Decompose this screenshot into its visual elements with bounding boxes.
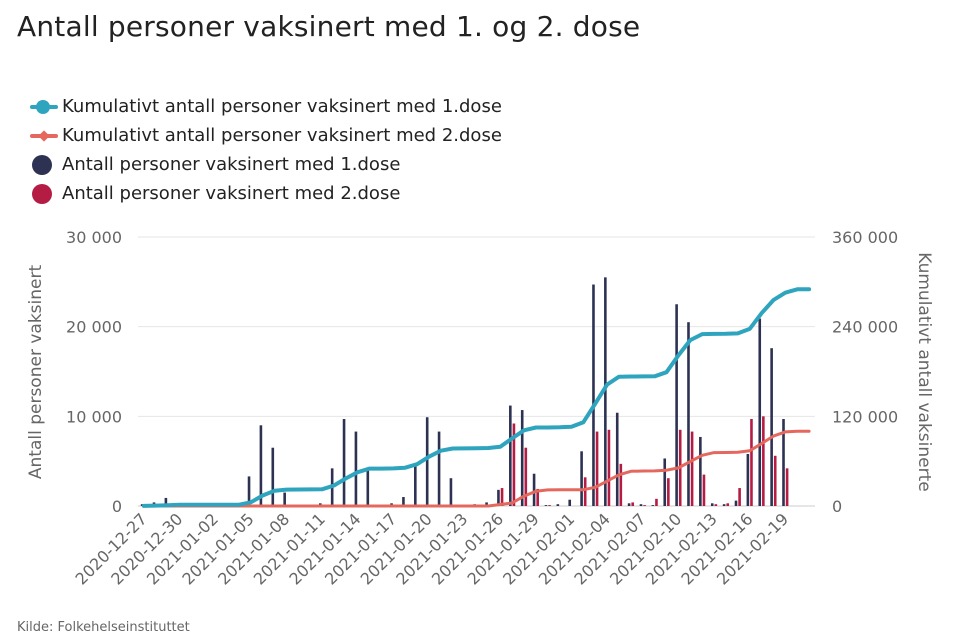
bar-dose1 xyxy=(580,451,583,506)
bar-dose1 xyxy=(675,304,678,506)
bar-dose2 xyxy=(785,468,789,506)
bar-dose1 xyxy=(247,476,251,506)
legend-dot-icon xyxy=(28,154,60,175)
bar-dose1 xyxy=(354,431,358,506)
y-left-axis-title: Antall personer vaksinert xyxy=(26,265,46,480)
legend-label: Kumulativt antall personer vaksinert med… xyxy=(62,96,502,117)
legend-item-cum-dose2[interactable]: Kumulativt antall personer vaksinert med… xyxy=(28,121,502,150)
bar-dose1 xyxy=(592,284,595,506)
bar-dose1 xyxy=(283,492,286,506)
bar-dose2 xyxy=(500,488,504,506)
bar-dose2 xyxy=(773,455,777,506)
bar-dose1 xyxy=(532,473,536,506)
bar-dose1 xyxy=(425,417,429,506)
bar-dose2 xyxy=(726,503,730,506)
bar-dose1 xyxy=(366,467,370,506)
legend: Kumulativt antall personer vaksinert med… xyxy=(28,92,502,208)
bar-dose1 xyxy=(509,405,512,506)
bar-dose2 xyxy=(714,504,718,506)
bar-dose1 xyxy=(342,419,346,506)
bar-dose2 xyxy=(738,488,741,506)
legend-label: Kumulativt antall personer vaksinert med… xyxy=(62,125,502,146)
legend-line-diamond-icon xyxy=(28,126,60,146)
bar-dose1 xyxy=(414,464,417,506)
y-right-axis-title: Kumulativt antall vaksinerte xyxy=(914,252,934,491)
bar-dose1 xyxy=(271,447,275,506)
bar-dose1 xyxy=(556,504,560,506)
bar-dose2 xyxy=(607,429,611,506)
bar-dose1 xyxy=(663,458,667,506)
bar-dose2 xyxy=(524,447,528,506)
legend-item-cum-dose1[interactable]: Kumulativt antall personer vaksinert med… xyxy=(28,92,502,121)
y-left-tick-label: 10 000 xyxy=(66,407,122,426)
y-left-tick-label: 0 xyxy=(112,497,122,516)
bar-dose1 xyxy=(604,277,607,506)
bar-dose2 xyxy=(536,488,539,506)
bar-dose2 xyxy=(762,416,765,506)
y-right-tick-label: 240 000 xyxy=(832,318,898,337)
bar-dose1 xyxy=(651,505,655,506)
bar-dose1 xyxy=(259,425,263,506)
bar-dose1 xyxy=(497,489,500,506)
bar-dose2 xyxy=(548,505,551,506)
bar-dose1 xyxy=(758,318,762,506)
y-left-tick-label: 30 000 xyxy=(66,228,122,247)
bar-dose1 xyxy=(485,502,488,506)
legend-label: Antall personer vaksinert med 1.dose xyxy=(62,154,401,175)
bar-dose1 xyxy=(164,497,168,506)
bar-dose1 xyxy=(615,412,619,506)
bar-dose2 xyxy=(619,463,623,506)
bar-dose1 xyxy=(770,348,773,506)
legend-dot-icon xyxy=(28,183,60,204)
bar-dose1 xyxy=(544,505,548,506)
legend-item-daily-dose2[interactable]: Antall personer vaksinert med 2.dose xyxy=(28,179,502,208)
bar-dose1 xyxy=(699,436,702,506)
legend-label: Antall personer vaksinert med 2.dose xyxy=(62,183,401,204)
bar-dose2 xyxy=(750,419,753,506)
bar-dose1 xyxy=(568,499,572,506)
bar-dose1 xyxy=(734,500,738,506)
bar-dose1 xyxy=(782,419,785,506)
bar-dose2 xyxy=(583,477,587,506)
y-right-tick-label: 120 000 xyxy=(832,407,898,426)
bar-dose2 xyxy=(690,431,694,506)
chart-title: Antall personer vaksinert med 1. og 2. d… xyxy=(17,10,641,43)
y-left-tick-label: 20 000 xyxy=(66,318,122,337)
bar-dose1 xyxy=(639,504,643,506)
bar-dose1 xyxy=(746,453,750,506)
source-credit: Kilde: Folkehelseinstituttet xyxy=(17,620,190,635)
bar-dose2 xyxy=(643,505,646,506)
bar-dose1 xyxy=(520,410,524,506)
bar-dose2 xyxy=(702,474,706,506)
bar-dose2 xyxy=(667,478,670,506)
line-cumulative-dose2 xyxy=(142,429,811,508)
bar-dose1 xyxy=(722,504,726,506)
bar-dose2 xyxy=(631,502,635,506)
bar-dose1 xyxy=(449,478,453,506)
bar-dose1 xyxy=(627,503,631,506)
legend-line-marker-icon xyxy=(28,97,60,117)
bar-dose2 xyxy=(655,498,658,506)
y-right-tick-label: 0 xyxy=(832,497,842,516)
bar-dose1 xyxy=(710,503,714,506)
bar-dose2 xyxy=(512,423,516,506)
y-right-tick-label: 360 000 xyxy=(832,228,898,247)
bar-dose1 xyxy=(687,322,690,506)
bar-dose1 xyxy=(402,497,405,506)
legend-item-daily-dose1[interactable]: Antall personer vaksinert med 1.dose xyxy=(28,150,502,179)
bar-dose1 xyxy=(437,431,441,506)
bar-dose2 xyxy=(595,431,599,506)
line-cumulative-dose1 xyxy=(141,287,812,508)
